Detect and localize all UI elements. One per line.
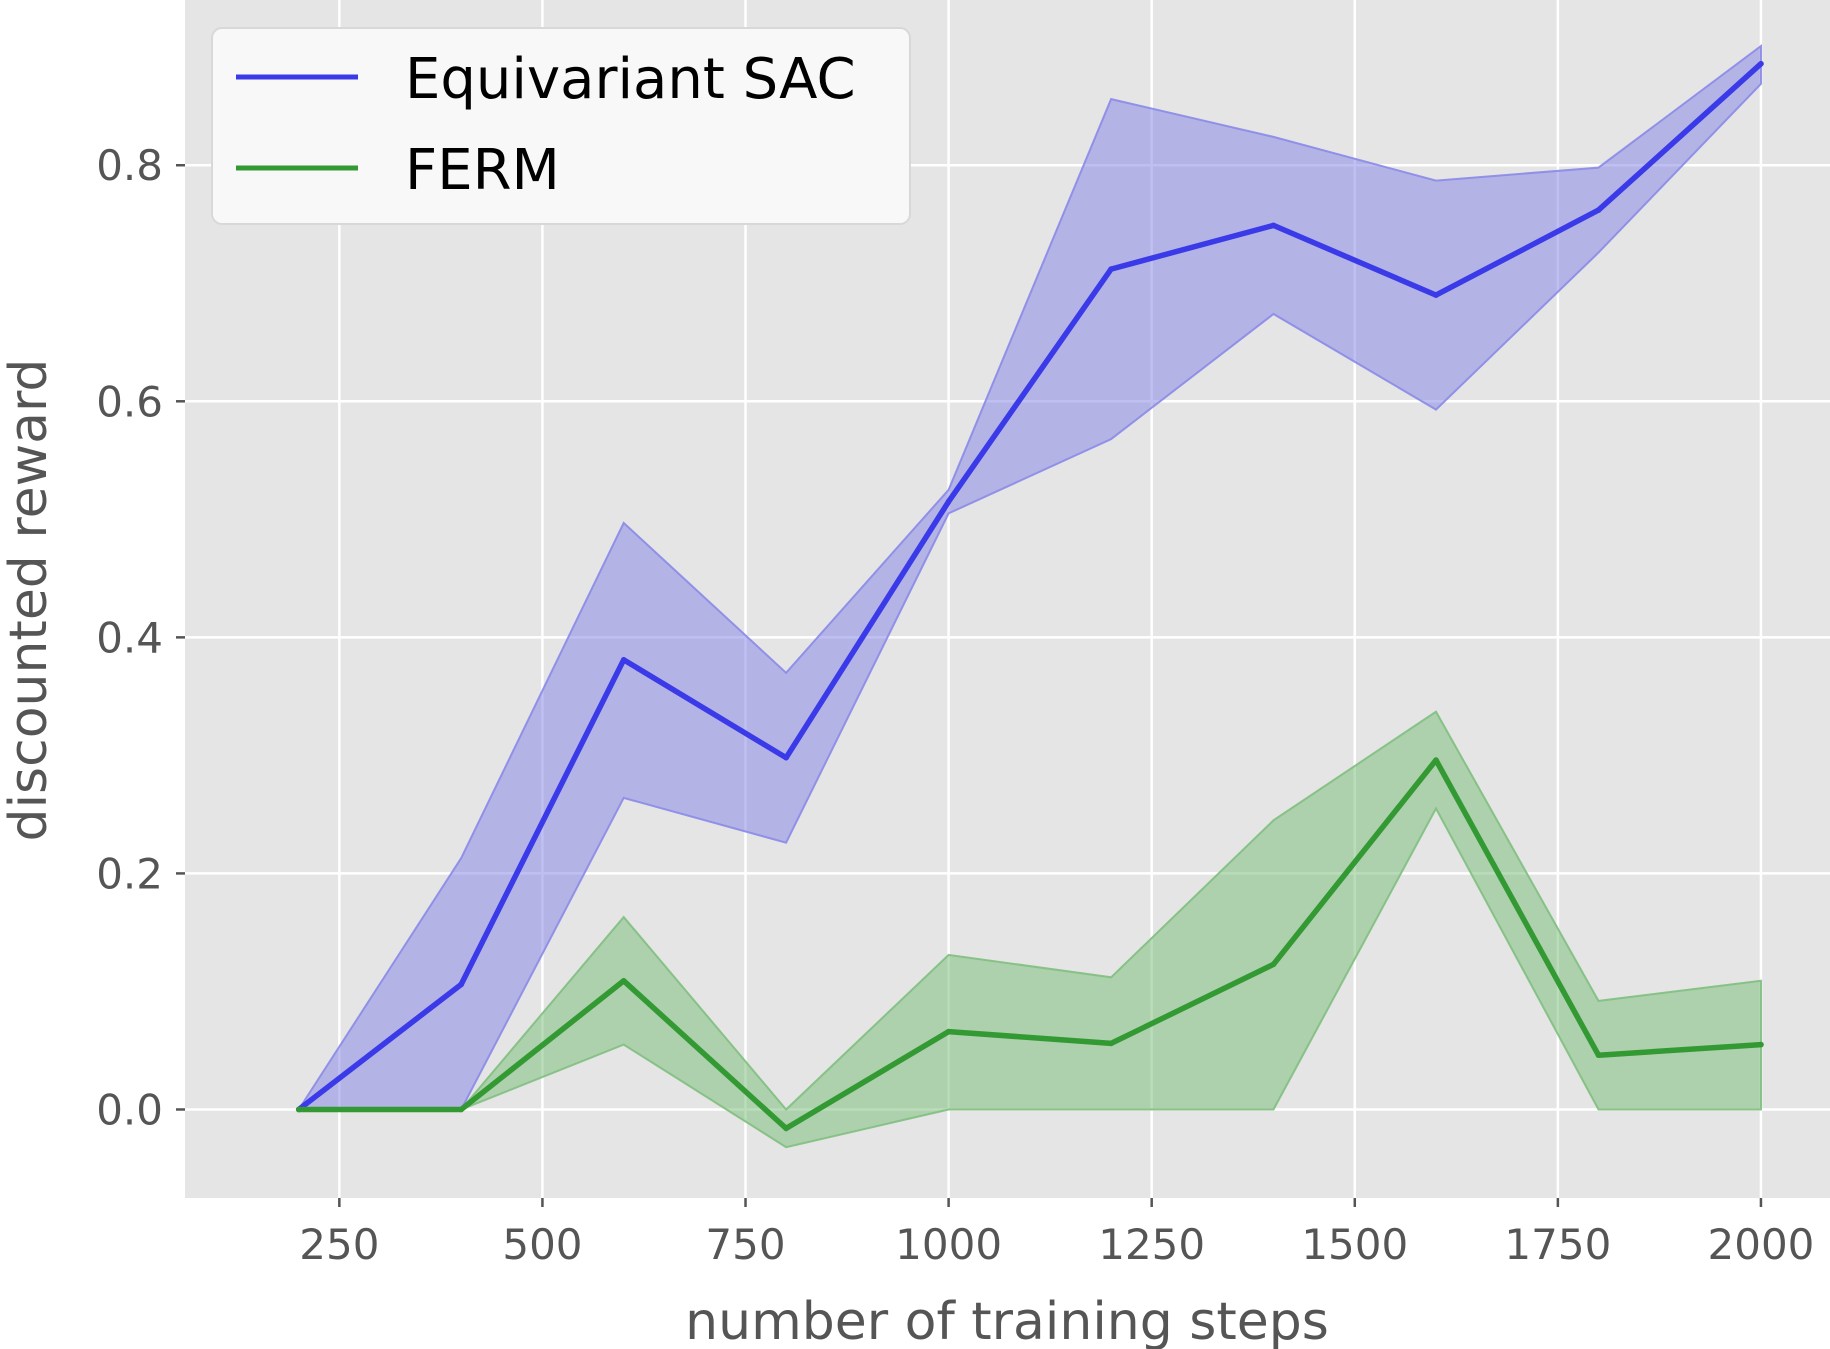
legend-label-equivariant-sac: Equivariant SAC bbox=[405, 47, 856, 112]
legend-box bbox=[211, 27, 911, 225]
data-point-series-1 bbox=[1108, 1040, 1114, 1047]
y-axis-label: discounted reward bbox=[0, 359, 59, 842]
data-point-series-0 bbox=[1270, 222, 1277, 229]
data-point-series-0 bbox=[1595, 207, 1602, 213]
data-point-series-0 bbox=[620, 657, 627, 663]
data-point-series-1 bbox=[945, 1028, 952, 1035]
x-tick-label: 1750 bbox=[1504, 1220, 1611, 1269]
x-axis-ticks: 250 500 750 1000 1250 1500 1750 2000 bbox=[299, 1198, 1814, 1269]
data-point-series-1 bbox=[783, 1125, 789, 1132]
y-tick-label: 0.2 bbox=[96, 849, 163, 898]
y-tick-label: 0.8 bbox=[96, 141, 163, 190]
data-point-series-1 bbox=[620, 978, 627, 984]
y-tick-label: 0.4 bbox=[96, 613, 163, 662]
x-tick-label: 500 bbox=[502, 1220, 582, 1269]
data-point-series-1 bbox=[1270, 961, 1277, 968]
x-tick-label: 750 bbox=[705, 1220, 785, 1269]
data-point-series-1 bbox=[1758, 1041, 1764, 1048]
data-point-series-1 bbox=[1595, 1052, 1602, 1058]
y-axis-ticks: 0.0 0.2 0.4 0.6 0.8 bbox=[96, 141, 185, 1134]
x-tick-label: 250 bbox=[299, 1220, 379, 1269]
data-point-series-1 bbox=[295, 1106, 302, 1113]
line-series-1 bbox=[298, 757, 1762, 1132]
data-point-series-1 bbox=[458, 1106, 465, 1113]
x-tick-label: 1000 bbox=[895, 1220, 1002, 1269]
legend-label-ferm: FERM bbox=[405, 138, 560, 203]
data-point-series-0 bbox=[783, 754, 789, 761]
data-point-series-0 bbox=[458, 981, 465, 988]
series-lines bbox=[295, 60, 1764, 1132]
line-series-0 bbox=[297, 61, 1763, 1112]
data-point-series-0 bbox=[1433, 292, 1439, 298]
data-point-series-0 bbox=[1758, 60, 1764, 67]
data-point-series-0 bbox=[945, 498, 952, 505]
x-tick-label: 1250 bbox=[1098, 1220, 1205, 1269]
legend: Equivariant SAC FERM bbox=[211, 27, 911, 225]
x-tick-label: 1500 bbox=[1301, 1220, 1408, 1269]
y-tick-label: 0.0 bbox=[96, 1085, 163, 1134]
y-tick-label: 0.6 bbox=[96, 377, 163, 426]
x-axis-label: number of training steps bbox=[685, 1292, 1329, 1349]
x-tick-label: 2000 bbox=[1708, 1220, 1815, 1269]
data-point-series-0 bbox=[1108, 266, 1114, 272]
data-point-series-1 bbox=[1433, 757, 1439, 763]
